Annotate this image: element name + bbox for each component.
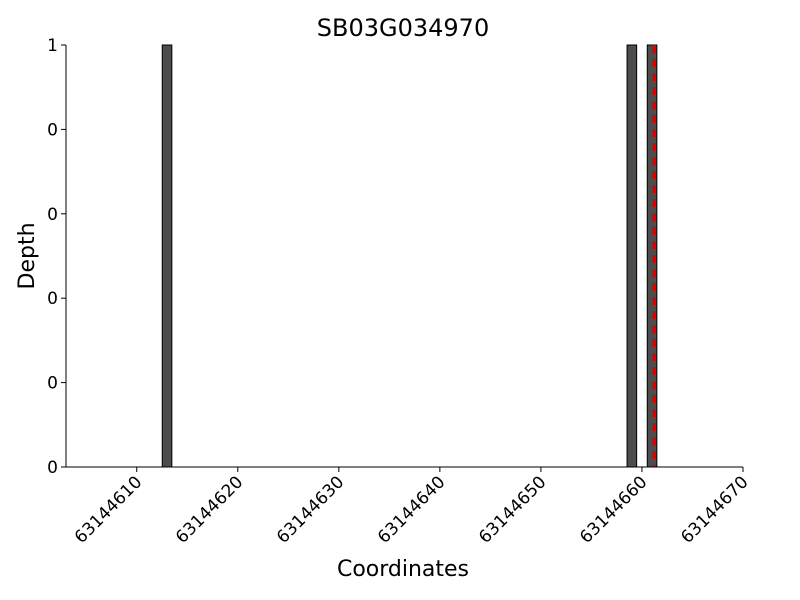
plot-area: 0 0 0 0 0 1 63144610 63144620 63144630 63144640 63… (47, 36, 752, 548)
y-tick-label-0: 0 (47, 458, 58, 478)
x-tick-label-2: 63144630 (273, 472, 348, 547)
y-tick-label-3: 0 (47, 205, 58, 225)
x-tick-label-3: 63144640 (374, 472, 449, 547)
y-tick-label-4: 0 (47, 120, 58, 140)
y-axis-label: Depth (15, 222, 40, 289)
y-tick-label-2: 0 (47, 289, 58, 309)
x-tick-label-5: 63144660 (576, 472, 651, 547)
y-tick-label-1: 0 (47, 374, 58, 394)
x-tick-label-6: 63144670 (677, 472, 752, 547)
x-tick-label-4: 63144650 (475, 472, 550, 547)
x-tick-label-0: 63144610 (71, 472, 146, 547)
x-axis-label: Coordinates (337, 557, 469, 582)
y-tick-label-5: 1 (47, 36, 58, 56)
chart-title: SB03G034970 (317, 14, 489, 42)
bar-0 (161, 44, 173, 468)
x-tick-label-1: 63144620 (172, 472, 247, 547)
bar-1 (626, 44, 638, 468)
